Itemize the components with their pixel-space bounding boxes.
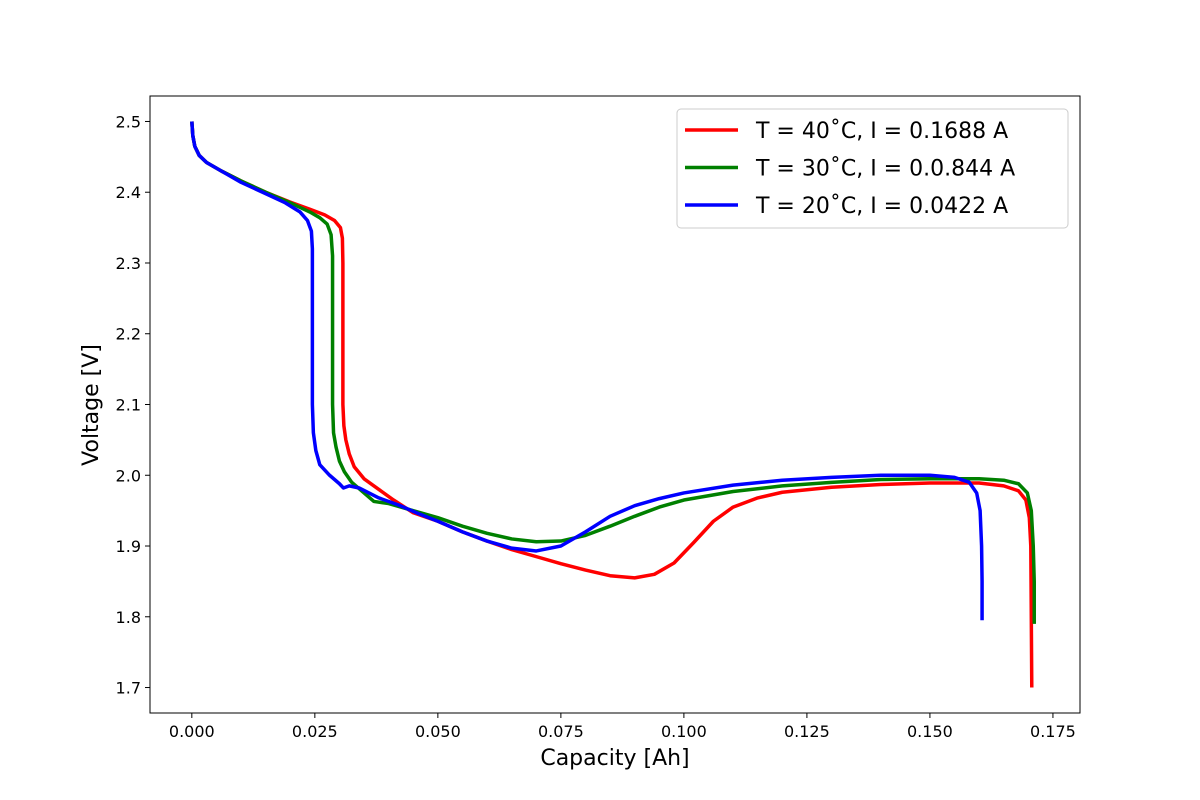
x-tick-label: 0.050: [415, 722, 461, 741]
y-tick-label: 1.8: [116, 608, 141, 627]
legend-entry-2: T = 30˚C, I = 0.0.844 A: [755, 157, 1015, 182]
y-tick-label: 2.5: [116, 112, 141, 131]
legend-entry-1: T = 40˚C, I = 0.1688 A: [755, 119, 1008, 144]
y-tick-label: 1.7: [116, 679, 141, 698]
legend: T = 40˚C, I = 0.1688 A T = 30˚C, I = 0.0.…: [676, 108, 1069, 229]
y-tick-label: 2.2: [116, 325, 141, 344]
x-tick-label: 0.150: [907, 722, 953, 741]
series-layer: [190, 121, 1036, 688]
y-axis-label: Voltage [V]: [79, 344, 104, 466]
x-axis-ticks: 0.000 0.025 0.050 0.075 0.100 0.125 0.150 0.175: [169, 713, 1076, 741]
y-tick-label: 2.0: [116, 466, 141, 485]
x-tick-label: 0.125: [784, 722, 830, 741]
x-tick-label: 0.000: [169, 722, 215, 741]
legend-box: [676, 108, 1069, 229]
x-tick-label: 0.100: [661, 722, 707, 741]
x-tick-label: 0.025: [292, 722, 338, 741]
y-tick-label: 2.4: [116, 183, 141, 202]
x-tick-label: 0.175: [1030, 722, 1076, 741]
series-line-3: [190, 121, 984, 621]
x-tick-label: 0.075: [538, 722, 584, 741]
y-tick-label: 2.3: [116, 254, 141, 273]
legend-entry-3: T = 20˚C, I = 0.0422 A: [755, 194, 1008, 219]
y-tick-label: 2.1: [116, 396, 141, 415]
y-tick-label: 1.9: [116, 537, 141, 556]
x-axis-label: Capacity [Ah]: [540, 746, 689, 771]
y-axis-ticks: 1.7 1.8 1.9 2.0 2.1 2.2 2.3 2.4 2.5: [116, 112, 150, 698]
